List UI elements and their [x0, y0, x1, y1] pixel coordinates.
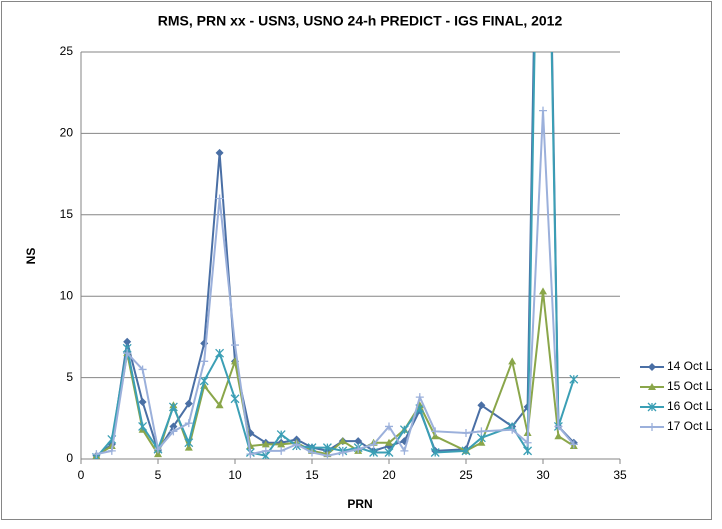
- marker: [92, 450, 101, 459]
- y-tick-label: 20: [60, 126, 74, 140]
- marker: [277, 440, 286, 448]
- series-line: [95, 52, 575, 459]
- legend-label: 17 Oct L: [667, 419, 713, 433]
- marker: [168, 402, 178, 412]
- marker: [199, 376, 209, 386]
- legend-label: 15 Oct L: [667, 379, 713, 393]
- y-tick-label: 10: [60, 288, 74, 302]
- x-tick-label: 0: [78, 468, 85, 482]
- marker: [523, 446, 533, 456]
- marker: [107, 446, 116, 455]
- chart-title: RMS, PRN xx - USN3, USNO 24-h PREDICT - …: [158, 13, 563, 29]
- series-line: [95, 52, 575, 457]
- marker: [354, 437, 363, 446]
- marker: [246, 450, 255, 459]
- marker: [462, 428, 470, 437]
- marker: [169, 422, 178, 431]
- marker: [322, 443, 332, 453]
- marker: [369, 448, 379, 457]
- y-tick-label: 25: [60, 44, 74, 58]
- marker: [276, 430, 286, 440]
- marker: [338, 437, 347, 445]
- y-tick-label: 5: [66, 370, 73, 384]
- legend-marker: [648, 383, 656, 390]
- marker: [261, 440, 270, 448]
- marker: [215, 348, 225, 358]
- x-tick-label: 5: [155, 468, 162, 482]
- marker: [215, 148, 224, 157]
- series-line: [96, 110, 575, 457]
- marker: [554, 432, 563, 440]
- marker: [354, 445, 363, 454]
- marker: [138, 365, 147, 374]
- marker: [539, 287, 547, 295]
- marker: [154, 445, 162, 454]
- marker: [569, 440, 578, 449]
- marker: [292, 440, 301, 449]
- marker: [369, 440, 378, 449]
- marker: [308, 448, 316, 457]
- marker: [123, 337, 132, 346]
- x-tick-label: 25: [459, 468, 473, 482]
- marker: [431, 432, 440, 440]
- marker: [400, 446, 409, 455]
- marker: [277, 446, 286, 455]
- marker: [200, 357, 209, 366]
- marker: [415, 393, 424, 402]
- marker: [261, 446, 270, 455]
- marker: [154, 450, 162, 458]
- marker: [215, 194, 224, 203]
- marker: [477, 401, 486, 410]
- legend-label: 14 Oct L: [667, 359, 713, 373]
- x-tick-label: 15: [305, 468, 319, 482]
- marker: [477, 427, 486, 436]
- marker: [323, 451, 332, 459]
- marker: [169, 427, 178, 436]
- marker: [523, 438, 532, 447]
- marker: [508, 357, 517, 365]
- marker: [461, 446, 471, 456]
- legend-marker: [648, 363, 656, 371]
- marker: [138, 398, 147, 407]
- marker: [385, 438, 393, 446]
- x-tick-label: 20: [382, 468, 396, 482]
- marker: [384, 448, 394, 457]
- x-tick-label: 10: [228, 468, 242, 482]
- marker: [385, 422, 393, 431]
- marker: [230, 394, 240, 404]
- y-axis-title: NS: [24, 248, 38, 265]
- legend-marker: [647, 402, 657, 412]
- legend-label: 16 Oct L: [667, 399, 713, 413]
- marker: [554, 422, 563, 431]
- plot-area: [91, 52, 579, 459]
- marker: [215, 401, 224, 409]
- marker: [430, 448, 440, 457]
- y-tick-label: 0: [66, 451, 73, 465]
- marker: [231, 341, 239, 350]
- legend-marker: [648, 423, 656, 431]
- x-axis-title: PRN: [347, 497, 372, 511]
- marker: [399, 425, 409, 435]
- marker: [338, 448, 347, 457]
- marker: [184, 419, 193, 428]
- marker: [184, 438, 194, 448]
- marker: [184, 399, 193, 408]
- marker: [539, 106, 547, 115]
- marker: [184, 443, 193, 451]
- chart-border: [1, 1, 712, 520]
- marker: [477, 438, 486, 446]
- marker: [431, 427, 440, 436]
- x-tick-label: 35: [613, 468, 627, 482]
- marker: [569, 374, 579, 384]
- marker: [123, 349, 132, 358]
- marker: [138, 421, 148, 431]
- y-tick-label: 15: [60, 207, 74, 221]
- x-tick-label: 30: [536, 468, 550, 482]
- marker: [508, 425, 517, 434]
